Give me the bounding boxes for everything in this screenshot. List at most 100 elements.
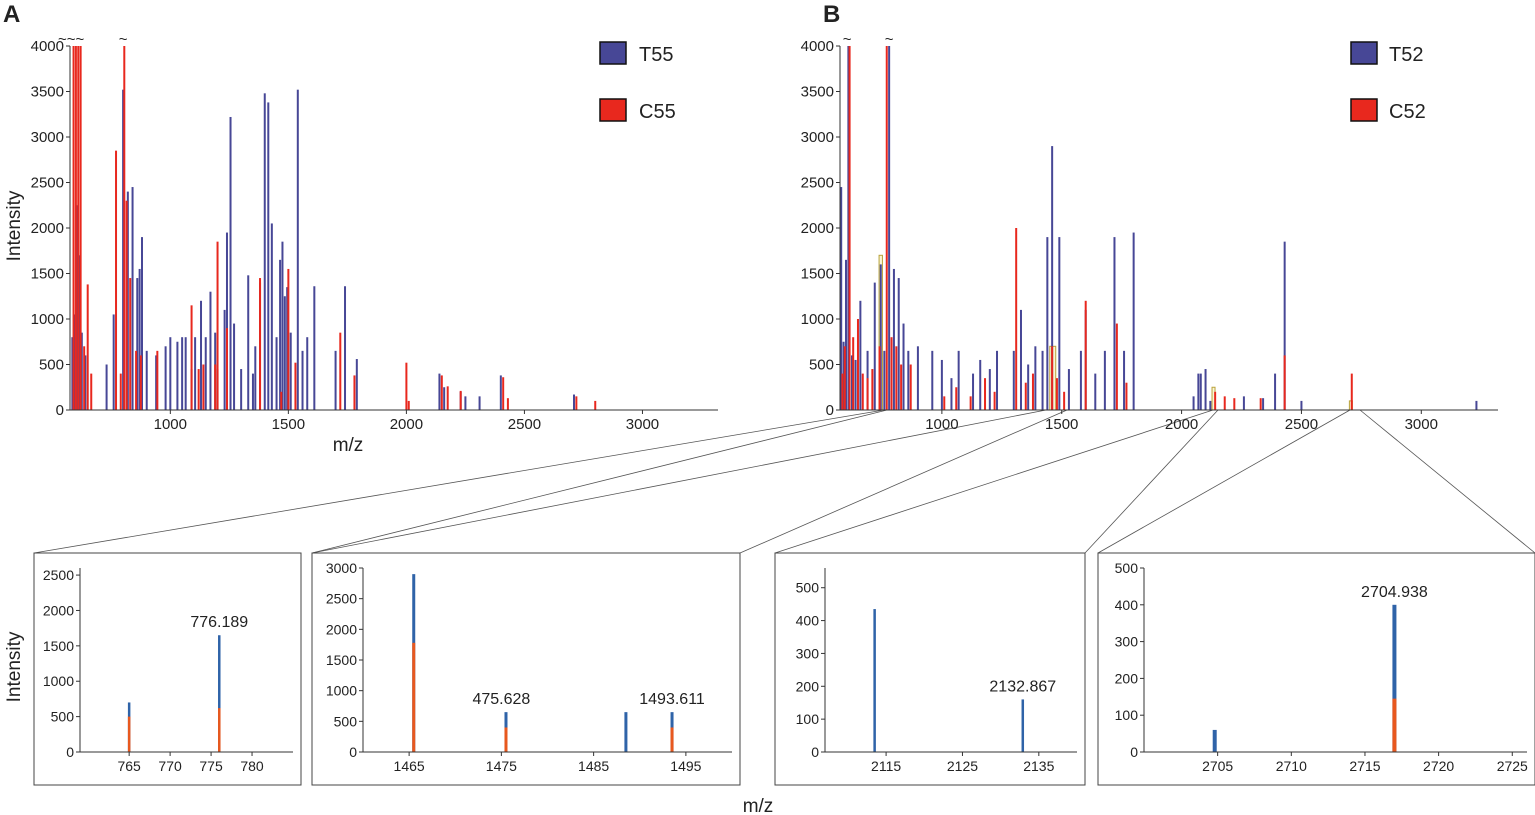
bar-t55 [478, 396, 481, 410]
bar-c52 [1115, 323, 1118, 410]
bar-t55 [254, 346, 257, 410]
x-tick-label: 1475 [486, 758, 517, 774]
bar-t55 [263, 93, 266, 410]
bar-c52 [943, 396, 946, 410]
x-tick-label: 3000 [1405, 416, 1438, 433]
zoom-chart-1: 0 500 1000 1500 2000 2500 765 770 775 780 776.189 [43, 567, 293, 774]
bar-c52 [1214, 391, 1217, 410]
x-tick-label: 1465 [394, 758, 425, 774]
bar-t52 [1021, 699, 1025, 752]
y-tick-label: 100 [1115, 707, 1139, 723]
bar-t52 [1274, 373, 1277, 410]
bar-c55 [74, 46, 77, 410]
bar-t52 [897, 278, 900, 410]
bar-c52 [848, 46, 851, 410]
bar-t55 [279, 259, 282, 410]
bar-t52 [1212, 729, 1217, 752]
bar-t52 [844, 259, 847, 410]
bar-c55 [119, 373, 122, 410]
x-tick-label: 1485 [578, 758, 609, 774]
bar-t55 [155, 355, 158, 410]
bar-c52 [218, 708, 221, 752]
bar-c52 [1223, 396, 1226, 410]
zoom-frame-3 [774, 552, 1086, 786]
bar-c52 [890, 337, 893, 410]
bar-c52 [861, 373, 864, 410]
y-tick-label: 2500 [43, 567, 74, 583]
x-tick-label: 2000 [1165, 416, 1198, 433]
bar-c55 [280, 391, 283, 410]
y-tick-label: 2500 [31, 175, 64, 192]
bar-t52 [883, 350, 886, 410]
bar-t55 [240, 369, 243, 410]
bar-t55 [464, 396, 467, 410]
bar-c52 [852, 337, 855, 410]
y-tick-label: 3000 [326, 560, 357, 576]
axis-break-mark: ~ [843, 31, 852, 48]
bar-t55 [229, 116, 232, 410]
bar-t52 [1283, 241, 1286, 410]
zoom-chart-3: 0 100 200 300 400 500 2115 2125 2135 2132.867 [796, 568, 1077, 774]
bar-c52 [1063, 391, 1066, 410]
bar-t52 [859, 300, 862, 410]
bar-t55 [573, 394, 575, 410]
y-tick-label: 500 [809, 357, 834, 374]
x-tick-label: 2720 [1423, 758, 1454, 774]
bar-t52 [873, 609, 876, 752]
bar-c52 [670, 727, 674, 752]
panel-a-ylabel: Intensity [4, 190, 25, 261]
axis-break-mark: ~ [885, 31, 894, 48]
y-tick-label: 2000 [43, 602, 74, 618]
y-tick-label: 3000 [31, 129, 64, 146]
bar-t55 [443, 387, 446, 410]
bar-t52 [1027, 364, 1030, 410]
bar-c52 [856, 319, 859, 410]
bar-c52 [984, 378, 987, 410]
bar-t55 [355, 359, 358, 410]
bar-t52 [1067, 369, 1070, 410]
bar-t55 [334, 350, 337, 410]
bar-c55 [502, 377, 505, 410]
legend-swatch-c55 [599, 98, 627, 122]
zoom-chart-2: 0 500 1000 1500 2000 2500 3000 1465 1475 1485 1495… [326, 560, 732, 774]
bar-t55 [105, 364, 108, 410]
y-tick-label: 0 [66, 744, 74, 760]
x-tick-label: 2710 [1276, 758, 1307, 774]
bar-c52 [871, 369, 874, 410]
bar-t55 [247, 275, 250, 410]
y-tick-label: 2500 [801, 175, 834, 192]
x-tick-label: 1500 [1045, 416, 1078, 433]
y-tick-label: 0 [349, 744, 357, 760]
bar-t52 [1051, 146, 1054, 410]
bar-t52 [1475, 400, 1478, 410]
bar-t55 [267, 102, 270, 411]
bar-t55 [296, 89, 299, 411]
bar-c52 [885, 46, 888, 410]
bar-t55 [71, 337, 74, 410]
bar-t55 [301, 350, 304, 410]
x-tick-label: 2725 [1497, 758, 1528, 774]
zoom-xlabel: m/z [743, 796, 774, 815]
bar-c55 [123, 46, 126, 410]
bar-t52 [892, 268, 895, 410]
zoom-frame-2 [311, 552, 741, 786]
panel-a-chart: 0 500 1000 1500 2000 2500 3000 3500 4000 1000 1500… [31, 31, 718, 433]
bar-t55 [225, 232, 228, 410]
y-tick-label: 0 [1130, 744, 1138, 760]
panel-a-xlabel: m/z [333, 435, 364, 456]
x-tick-label: 775 [199, 758, 223, 774]
bar-t52 [940, 359, 943, 410]
bar-c52 [843, 346, 846, 410]
bar-c55 [197, 369, 200, 410]
bar-t55 [194, 337, 197, 410]
x-tick-label: 1000 [925, 416, 958, 433]
bar-t52 [1058, 237, 1061, 410]
bar-t55 [306, 337, 309, 410]
bar-t52 [1300, 400, 1303, 410]
legend-swatch-t52 [1350, 41, 1378, 65]
peak-annotation: 776.189 [190, 614, 248, 631]
bar-c55 [440, 375, 443, 410]
y-tick-label: 300 [1115, 634, 1139, 650]
bar-c55 [190, 305, 193, 410]
bar-t52 [1041, 350, 1044, 410]
